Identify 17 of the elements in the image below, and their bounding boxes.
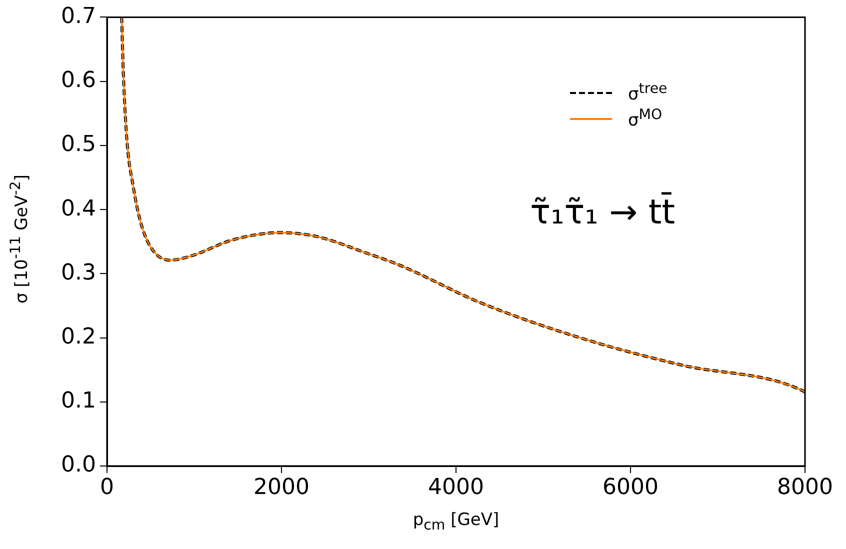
legend-label: σ$^{tree}$ (628, 81, 668, 105)
y-tick-label: 0.6 (61, 68, 96, 94)
y-tick-label: 0.7 (61, 4, 96, 29)
x-tick-label: 2000 (254, 474, 310, 500)
y-tick-label: 0.5 (61, 132, 96, 158)
y-tick-label: 0.2 (61, 324, 96, 350)
x-axis-title: p$_{cm}$ [GeV] (412, 510, 500, 534)
x-tick-label: 4000 (428, 474, 484, 500)
x-tick-label: 6000 (602, 474, 658, 500)
y-tick-label: 0.1 (61, 388, 96, 414)
x-tick-label: 8000 (777, 474, 833, 500)
y-tick-label: 0.0 (61, 452, 96, 478)
y-tick-label: 0.3 (61, 260, 96, 286)
legend-label: σ$^{MO}$ (628, 107, 662, 131)
annotation: τ̃₁τ̃₁ → tt̄ (530, 191, 676, 233)
y-tick-label: 0.4 (61, 196, 96, 222)
x-tick-label: 0 (100, 474, 114, 500)
